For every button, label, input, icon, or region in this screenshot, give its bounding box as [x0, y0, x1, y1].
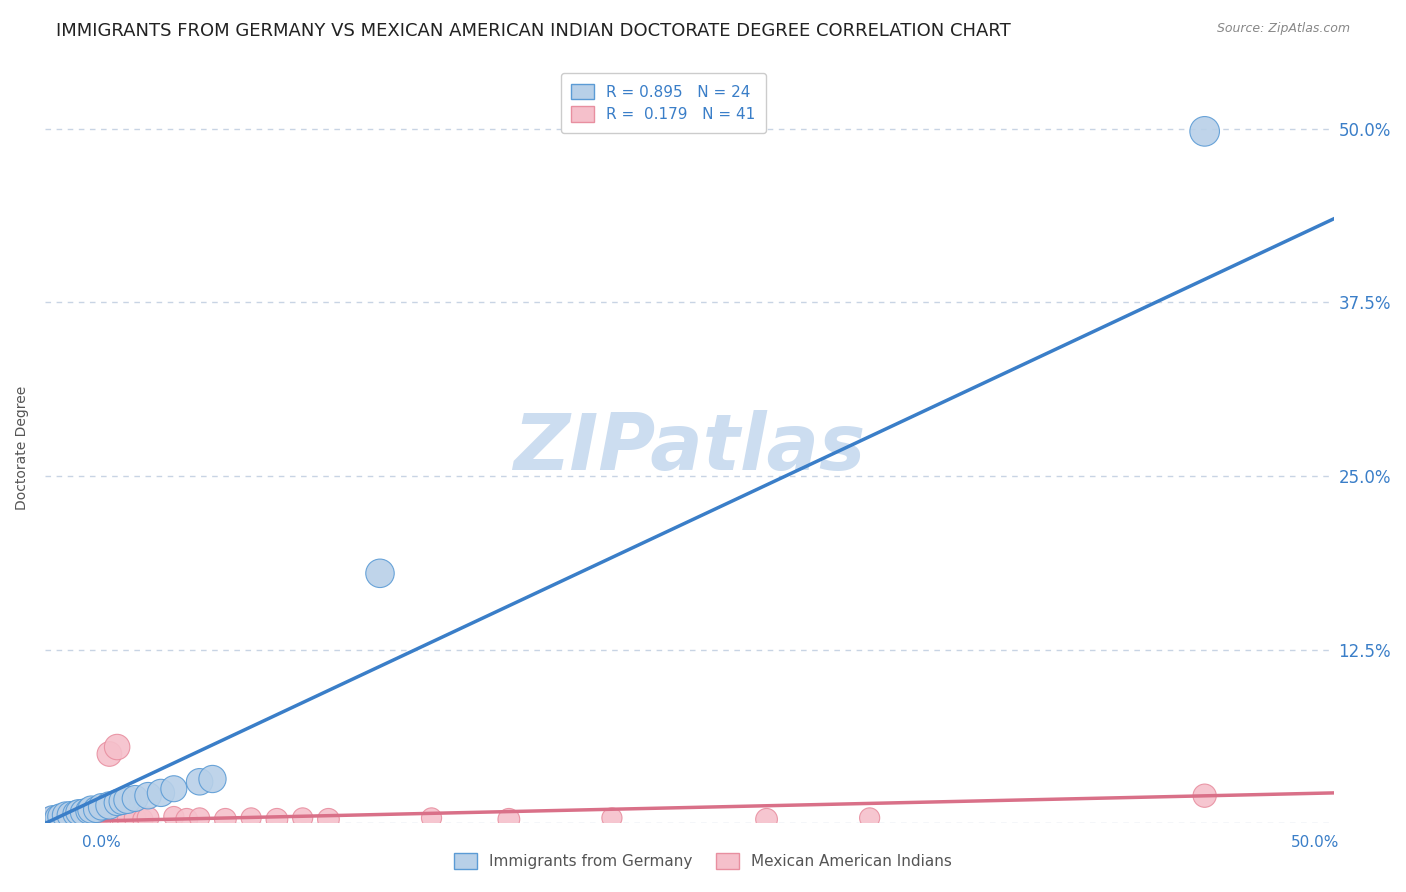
Point [498, 813, 520, 827]
Point [49, 809, 72, 823]
Point [201, 772, 224, 786]
Point [163, 809, 186, 823]
Point [65, 806, 87, 821]
Point [44, 811, 66, 825]
Point [240, 811, 263, 825]
Point [80, 803, 103, 817]
Point [62, 813, 84, 827]
Point [149, 786, 172, 800]
Point [136, 789, 159, 803]
Point [86, 803, 108, 817]
Point [111, 811, 134, 825]
Point [368, 566, 391, 581]
Point [176, 813, 198, 827]
Point [55, 808, 77, 822]
Point [77, 804, 100, 818]
Point [52, 813, 75, 827]
Point [41, 813, 63, 827]
Point [72, 805, 94, 820]
Point [1194, 789, 1216, 803]
Point [214, 813, 236, 827]
Text: ZIPatlas: ZIPatlas [513, 410, 865, 486]
Point [105, 739, 128, 754]
Point [132, 813, 155, 827]
Point [59, 808, 82, 822]
Legend: Immigrants from Germany, Mexican American Indians: Immigrants from Germany, Mexican America… [449, 847, 957, 875]
Point [77, 811, 100, 825]
Point [46, 813, 69, 827]
Point [72, 811, 94, 825]
Point [1194, 124, 1216, 138]
Text: IMMIGRANTS FROM GERMANY VS MEXICAN AMERICAN INDIAN DOCTORATE DEGREE CORRELATION : IMMIGRANTS FROM GERMANY VS MEXICAN AMERI… [56, 22, 1011, 40]
Point [188, 811, 211, 825]
Point [136, 811, 159, 825]
Point [755, 813, 778, 827]
Point [83, 811, 105, 825]
Point [90, 811, 112, 825]
Point [117, 813, 139, 827]
Point [39, 811, 62, 825]
Point [67, 813, 90, 827]
Point [90, 799, 112, 814]
Point [46, 811, 69, 825]
Point [75, 813, 97, 827]
Point [55, 811, 77, 825]
Text: Source: ZipAtlas.com: Source: ZipAtlas.com [1216, 22, 1350, 36]
Point [163, 781, 186, 796]
Point [859, 811, 882, 825]
Point [600, 811, 623, 825]
Point [117, 793, 139, 807]
Point [80, 813, 103, 827]
Point [98, 747, 121, 761]
Point [98, 798, 121, 813]
Text: 0.0%: 0.0% [82, 836, 121, 850]
Point [105, 796, 128, 810]
Point [86, 813, 108, 827]
Point [420, 811, 443, 825]
Legend: R = 0.895   N = 24, R =  0.179   N = 41: R = 0.895 N = 24, R = 0.179 N = 41 [561, 73, 766, 133]
Point [67, 805, 90, 820]
Point [49, 811, 72, 825]
Point [56, 813, 79, 827]
Point [124, 791, 146, 805]
Point [318, 813, 340, 827]
Point [188, 774, 211, 789]
Point [65, 811, 87, 825]
Point [291, 811, 314, 825]
Y-axis label: Doctorate Degree: Doctorate Degree [15, 386, 30, 510]
Text: 50.0%: 50.0% [1291, 836, 1339, 850]
Point [70, 811, 93, 825]
Point [111, 794, 134, 808]
Point [59, 811, 82, 825]
Point [124, 811, 146, 825]
Point [266, 813, 288, 827]
Point [41, 813, 63, 827]
